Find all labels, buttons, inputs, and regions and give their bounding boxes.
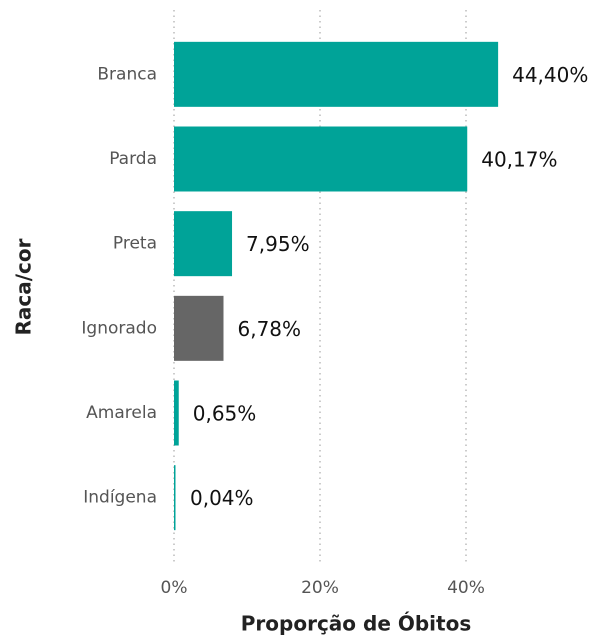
bar: [174, 41, 499, 107]
data-label: 44,40%: [512, 63, 588, 87]
x-tick-label: 20%: [301, 578, 339, 598]
y-axis-title: Raca/cor: [12, 238, 36, 335]
bar: [174, 211, 233, 277]
y-tick-label: Branca: [97, 64, 157, 84]
data-label: 7,95%: [246, 232, 310, 256]
bar: [174, 380, 179, 446]
data-label: 0,65%: [193, 402, 257, 426]
x-tick-label: 0%: [161, 578, 188, 598]
y-tick-label: Amarela: [86, 403, 157, 423]
x-tick-label: 40%: [447, 578, 485, 598]
y-tick-label: Preta: [113, 234, 157, 254]
bar: [174, 465, 176, 531]
data-label: 0,04%: [190, 486, 254, 510]
data-label: 40,17%: [481, 148, 557, 172]
data-label: 6,78%: [237, 317, 301, 341]
bar: [174, 295, 224, 361]
y-tick-label: Ignorado: [81, 318, 157, 338]
x-axis-title: Proporção de Óbitos: [241, 612, 471, 636]
y-tick-label: Indígena: [83, 488, 157, 508]
y-tick-label: Parda: [109, 149, 157, 169]
bar: [174, 126, 468, 192]
